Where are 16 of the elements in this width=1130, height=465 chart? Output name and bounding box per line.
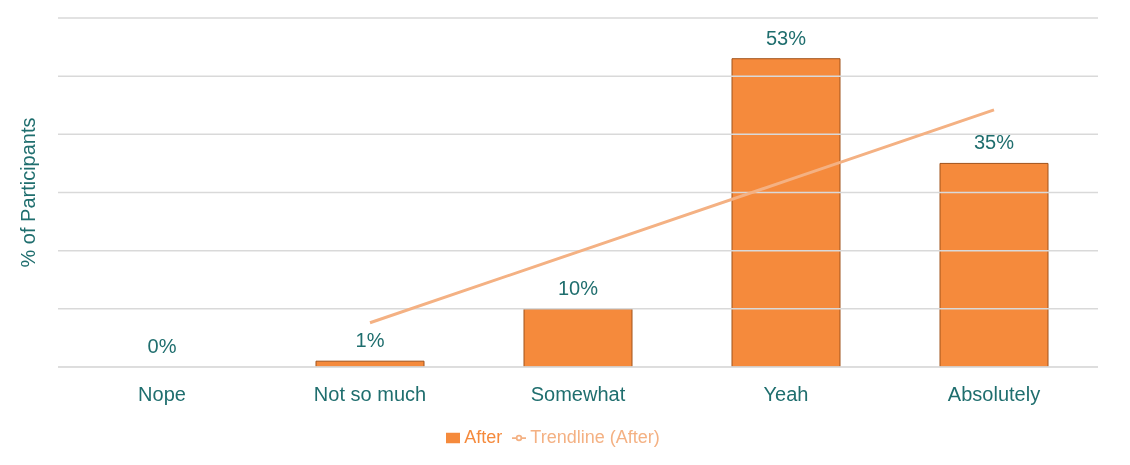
x-tick-label: Absolutely [947,383,1041,406]
x-tick-label: Somewhat [530,383,626,406]
data-label: 1% [355,329,385,352]
x-tick-label: Not so much [313,383,427,406]
data-label: 53% [765,26,807,49]
data-label: 10% [557,276,599,299]
data-label: 0% [147,335,177,357]
x-tick-label: Nope [138,383,186,406]
y-axis-title: % of Participants [17,117,40,268]
bar [731,58,841,367]
bar [523,308,633,367]
legend-label: After [464,427,503,447]
data-label: 35% [973,131,1015,154]
bar [939,162,1049,367]
legend-label: Trendline (After) [530,427,660,447]
x-tick-label: Yeah [763,383,809,406]
